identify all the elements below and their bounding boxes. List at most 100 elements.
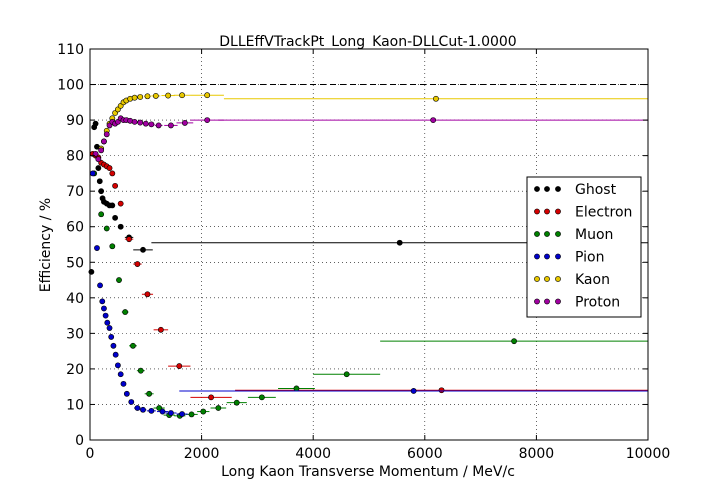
legend-marker-pion <box>555 253 561 260</box>
kaon-point <box>131 94 138 101</box>
proton-point <box>137 119 144 126</box>
kaon-point <box>152 93 159 99</box>
legend-marker-ghost <box>534 186 540 192</box>
pion-point <box>120 380 127 387</box>
pion-point <box>101 305 107 312</box>
pion-point <box>123 390 130 397</box>
proton-point <box>181 120 188 126</box>
legend-marker-proton <box>555 298 561 305</box>
kaon-point <box>137 94 144 100</box>
electron-point <box>134 261 141 267</box>
electron-point <box>208 394 214 401</box>
data-series-layer <box>88 92 648 419</box>
series-proton <box>92 115 648 163</box>
legend-marker-electron <box>534 208 540 215</box>
pion-point <box>97 282 103 289</box>
y-axis-label: Efficiency / % <box>38 198 54 292</box>
electron-point <box>109 170 116 177</box>
legend-label-proton: Proton <box>575 295 620 311</box>
pion-point <box>106 325 113 331</box>
ghost-point <box>96 178 103 185</box>
pion-point <box>128 399 135 405</box>
pion-point <box>140 406 146 413</box>
kaon-point <box>179 92 185 99</box>
muon-point <box>146 390 153 397</box>
x-tick-label: 0 <box>86 446 95 462</box>
pion-point <box>94 245 100 251</box>
y-tick-label: 10 <box>66 397 84 413</box>
proton-point <box>204 117 211 123</box>
x-axis-label: Long Kaon Transverse Momentum / MeV/c <box>221 464 515 480</box>
pion-point <box>89 170 96 177</box>
muon-point <box>109 243 116 250</box>
pion-point <box>410 388 417 394</box>
legend-marker-kaon <box>534 276 540 282</box>
pion-point <box>108 334 115 340</box>
muon-point <box>233 399 240 406</box>
proton-point <box>98 147 105 154</box>
y-tick-label: 20 <box>66 362 84 378</box>
ghost-point <box>117 223 124 230</box>
electron-point <box>112 182 119 189</box>
ghost-point <box>112 214 119 221</box>
pion-point <box>179 411 185 417</box>
legend-marker-muon <box>534 231 540 237</box>
y-tick-label: 60 <box>66 220 84 236</box>
proton-point <box>131 118 138 125</box>
legend-label-electron: Electron <box>575 205 632 221</box>
proton-point <box>95 156 102 163</box>
electron-point <box>438 387 445 394</box>
pion-point <box>110 342 117 349</box>
ghost-point <box>95 165 102 171</box>
electron-point <box>126 236 132 243</box>
y-tick-label: 90 <box>66 113 84 129</box>
muon-point <box>293 385 300 392</box>
legend-marker-electron <box>555 208 561 215</box>
ghost-point <box>109 202 116 209</box>
muon-point <box>116 277 122 283</box>
x-tick-label: 4000 <box>295 446 331 462</box>
proton-point <box>430 117 437 123</box>
muon-point <box>215 405 222 411</box>
legend-marker-pion <box>534 253 540 260</box>
muon-point <box>258 394 265 401</box>
pion-point <box>112 351 119 358</box>
proton-point <box>142 120 149 127</box>
muon-point <box>103 225 110 232</box>
kaon-point <box>433 95 439 102</box>
x-tick-label: 2000 <box>184 446 220 462</box>
y-tick-label: 100 <box>57 78 84 94</box>
muon-point <box>137 367 144 374</box>
ghost-point <box>92 120 99 127</box>
muon-point <box>98 211 105 218</box>
series-electron <box>89 150 648 401</box>
kaon-point <box>204 92 211 99</box>
legend-label-ghost: Ghost <box>575 182 617 198</box>
y-tick-label: 50 <box>66 255 84 271</box>
legend-label-kaon: Kaon <box>575 272 610 288</box>
muon-point <box>130 342 136 349</box>
legend-marker-muon <box>555 231 561 237</box>
x-tick-label: 10000 <box>626 446 671 462</box>
ghost-point <box>396 239 403 246</box>
legend-box <box>526 176 642 318</box>
y-tick-label: 80 <box>66 149 84 165</box>
electron-point <box>144 291 151 298</box>
pion-point <box>99 298 106 305</box>
series-kaon <box>98 92 648 152</box>
pion-point <box>159 408 166 415</box>
y-tick-label: 0 <box>75 433 84 449</box>
legend-label-muon: Muon <box>575 227 613 243</box>
y-tick-label: 110 <box>57 42 84 58</box>
muon-point <box>122 309 129 315</box>
muon-point <box>511 338 517 345</box>
electron-point <box>157 326 164 333</box>
y-tick-label: 70 <box>66 184 84 200</box>
chart-title: DLLEffVTrackPt_Long_Kaon-DLLCut-1.0000 <box>219 34 516 50</box>
legend-marker-kaon <box>544 276 550 282</box>
muon-point <box>200 408 207 415</box>
series-pion <box>89 170 648 417</box>
y-tick-label: 40 <box>66 291 84 307</box>
muon-point <box>188 411 195 418</box>
